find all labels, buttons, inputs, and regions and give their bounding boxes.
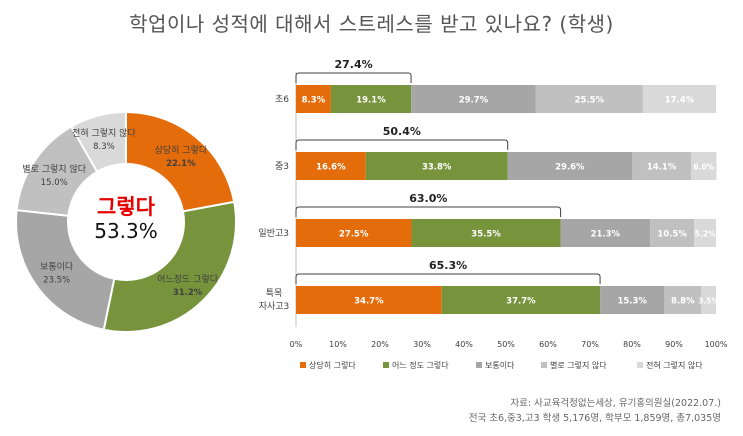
bar-value-label: 35.5% xyxy=(471,230,501,240)
legend-label: 어느 정도 그렇다 xyxy=(392,360,449,370)
source-note: 자료: 사교육걱정없는세상, 유기홍의원실(2022.07.) 전국 초6,중3… xyxy=(469,396,721,426)
legend-swatch xyxy=(541,362,547,368)
bar-segment xyxy=(507,152,632,180)
bar-segment xyxy=(330,85,412,113)
bracket-total-label: 63.0% xyxy=(409,192,447,205)
bar-segment xyxy=(560,219,651,247)
donut-slice xyxy=(15,209,116,331)
donut-slice-value: 31.2% xyxy=(173,288,203,298)
x-tick-label: 30% xyxy=(413,340,431,349)
legend-label: 별로 그렇지 않다 xyxy=(550,360,607,370)
total-bracket xyxy=(295,206,562,217)
bar-segment xyxy=(650,219,695,247)
bar-segment xyxy=(691,152,717,180)
bar-segment xyxy=(664,286,702,314)
category-label: 중3 xyxy=(275,161,289,172)
x-tick-label: 100% xyxy=(705,340,728,349)
bar-value-label: 37.7% xyxy=(506,297,536,307)
bar-value-label: 3.5% xyxy=(698,297,719,306)
total-bracket xyxy=(295,273,601,284)
bar-segment xyxy=(701,286,716,314)
donut-slice-value: 23.5% xyxy=(43,275,70,285)
category-label: 특목 xyxy=(266,288,283,299)
legend-swatch xyxy=(383,362,389,368)
bar-value-label: 10.5% xyxy=(657,230,687,240)
category-label: 초6 xyxy=(275,94,289,105)
bar-value-label: 17.4% xyxy=(665,96,695,106)
bar-value-label: 16.6% xyxy=(316,163,346,173)
donut-slice xyxy=(102,200,237,333)
donut-slice-value: 8.3% xyxy=(93,142,115,152)
x-tick-label: 80% xyxy=(623,340,641,349)
bar-segment xyxy=(600,286,665,314)
donut-slice-value: 22.1% xyxy=(166,159,196,169)
bar-value-label: 14.1% xyxy=(647,163,677,173)
bar-value-label: 34.7% xyxy=(354,297,384,307)
bar-segment xyxy=(296,152,366,180)
chart-title: 학업이나 성적에 대해서 스트레스를 받고 있나요? (학생) xyxy=(129,12,614,36)
legend-label: 상당히 그렇다 xyxy=(309,360,356,370)
donut-slice-label: 전혀 그렇지 않다 xyxy=(72,128,136,139)
donut-center-label: 그렇다 xyxy=(97,195,156,219)
donut-slice-value: 15.0% xyxy=(41,178,68,188)
donut-hole xyxy=(69,165,183,279)
bar-segment xyxy=(411,219,561,247)
bar-segment xyxy=(642,85,716,113)
bar-value-label: 29.7% xyxy=(459,96,489,106)
x-tick-label: 90% xyxy=(665,340,683,349)
bar-value-label: 8.3% xyxy=(302,96,326,106)
legend-label: 보통이다 xyxy=(485,360,515,370)
bar-segment xyxy=(411,85,536,113)
bar-value-label: 6.0% xyxy=(693,163,714,172)
bar-value-label: 33.8% xyxy=(422,163,452,173)
x-tick-label: 0% xyxy=(290,340,303,349)
donut-slice xyxy=(69,110,127,174)
bar-value-label: 29.6% xyxy=(555,163,585,173)
donut-slice-label: 보통이다 xyxy=(40,261,74,272)
bar-segment xyxy=(296,85,331,113)
bar-value-label: 25.5% xyxy=(575,96,605,106)
legend-swatch xyxy=(476,362,482,368)
bar-segment xyxy=(694,219,716,247)
legend-label: 전혀 그렇지 않다 xyxy=(646,360,703,370)
donut-slice-label: 어느정도 그렇다 xyxy=(157,274,219,285)
donut-chart: 상당히 그렇다 22.1% 어느정도 그렇다 31.2% 보통이다 23.5% 별로 그렇지… xyxy=(15,110,237,333)
bracket-total-label: 27.4% xyxy=(334,58,372,71)
x-tick-label: 50% xyxy=(497,340,515,349)
bracket-total-label: 65.3% xyxy=(429,259,467,272)
x-tick-label: 60% xyxy=(539,340,557,349)
category-label: 자사고3 xyxy=(259,301,290,312)
x-tick-label: 20% xyxy=(371,340,389,349)
source-line-1: 자료: 사교육걱정없는세상, 유기홍의원실(2022.07.) xyxy=(510,398,721,409)
bar-value-label: 15.3% xyxy=(617,297,647,307)
bar-segment xyxy=(365,152,508,180)
bar-value-label: 21.3% xyxy=(591,230,621,240)
bar-value-label: 8.8% xyxy=(671,297,695,307)
bar-segment xyxy=(296,219,412,247)
bar-segment xyxy=(441,286,601,314)
x-tick-label: 40% xyxy=(455,340,473,349)
legend-swatch xyxy=(300,362,306,368)
x-tick-label: 10% xyxy=(329,340,347,349)
donut-center-value: 53.3% xyxy=(94,219,158,243)
total-bracket xyxy=(295,139,509,150)
category-label: 일반고3 xyxy=(258,228,289,239)
donut-slice xyxy=(125,110,236,213)
bar-value-label: 5.2% xyxy=(695,230,716,239)
total-bracket xyxy=(295,72,412,83)
bracket-total-label: 50.4% xyxy=(383,125,421,138)
bar-value-label: 19.1% xyxy=(356,96,386,106)
bar-value-label: 27.5% xyxy=(339,230,369,240)
donut-slice-label: 상당히 그렇다 xyxy=(155,145,208,156)
bar-segment xyxy=(296,286,442,314)
bar-segment xyxy=(632,152,692,180)
source-line-2: 전국 초6,중3,고3 학생 5,176명, 학부모 1,859명, 총7,03… xyxy=(468,413,721,424)
donut-slice-label: 별로 그렇지 않다 xyxy=(22,164,86,175)
legend-swatch xyxy=(637,362,643,368)
x-tick-label: 70% xyxy=(581,340,599,349)
bar-segment xyxy=(535,85,643,113)
